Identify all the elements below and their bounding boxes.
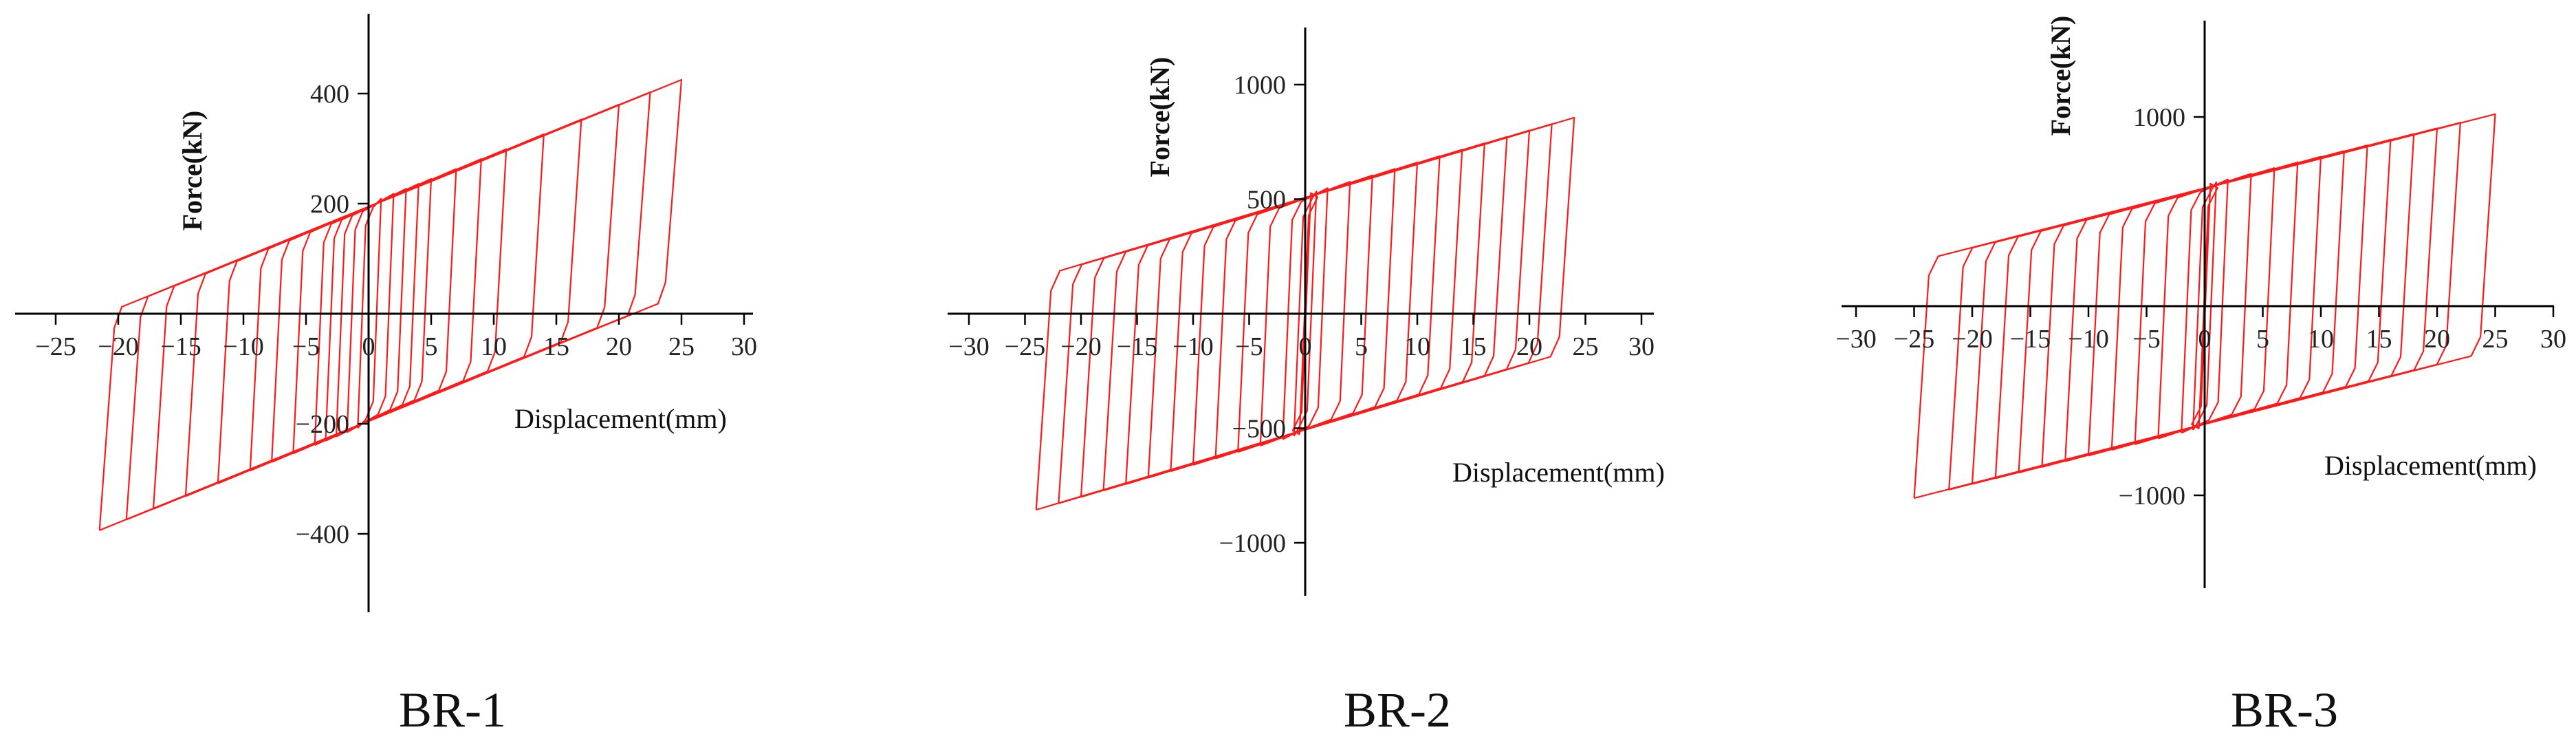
br-1-x-tick-label: −5 — [292, 332, 320, 361]
br-2-x-tick-label: −5 — [1235, 332, 1263, 361]
br-1-x-tick-label: 20 — [606, 332, 632, 361]
br-3-x-tick-label: 30 — [2540, 325, 2566, 354]
br-2-x-axis-title: Displacement(mm) — [1452, 457, 1665, 488]
br-3-x-tick-label: −5 — [2132, 325, 2160, 354]
br-2-x-tick-label: −10 — [1172, 332, 1213, 361]
br-3-x-tick-label: −15 — [2010, 325, 2051, 354]
br-1-y-tick-label: −200 — [296, 410, 349, 439]
br-1-x-axis-title: Displacement(mm) — [514, 403, 727, 434]
br-1-hysteresis-loop — [184, 118, 582, 497]
br-1-hysteresis-loop — [357, 197, 382, 429]
br-3-y-tick-label: −1000 — [2119, 482, 2185, 510]
br-2-x-tick-label: 15 — [1461, 332, 1487, 361]
br-1-y-ticks: −400 −200 200 400 — [296, 80, 369, 549]
br-3-hysteresis-loop — [2157, 173, 2252, 440]
br-1-y-tick-label: 400 — [310, 80, 349, 109]
br-3-hysteresis-loop — [2181, 178, 2229, 434]
br-1-x-tick-label: −15 — [160, 332, 201, 361]
br-1-x-tick-label: 0 — [362, 332, 375, 361]
br-1-x-tick-label: 25 — [668, 332, 695, 361]
br-3-x-tick-label: −25 — [1894, 325, 1934, 354]
br-2-y-tick-label: −500 — [1232, 415, 1286, 444]
br-1-y-axis-title: Force(kN) — [177, 111, 208, 231]
br-2-y-ticks: −1000 −500 500 1000 — [1219, 71, 1305, 558]
panel-br-1: −25 −20 −15 −10 −5 0 5 10 15 20 25 30 −400 −200 200 40… — [15, 14, 757, 737]
br-2-x-tick-label: 10 — [1404, 332, 1430, 361]
br-1-x-tick-label: 10 — [481, 332, 507, 361]
br-2-caption: BR-2 — [1344, 682, 1451, 737]
br-1-hysteresis-loop — [152, 103, 620, 510]
br-3-x-tick-label: 25 — [2482, 325, 2509, 354]
br-3-hysteresis-loop — [2134, 167, 2275, 445]
br-3-hysteresis-loop — [2192, 181, 2217, 431]
br-1-x-tick-label: 30 — [731, 332, 757, 361]
br-2-x-tick-label: −30 — [948, 332, 989, 361]
br-3-x-tick-label: 15 — [2366, 325, 2392, 354]
br-2-x-tick-label: 5 — [1355, 332, 1368, 361]
br-3-x-axis-title: Displacement(mm) — [2324, 450, 2537, 481]
br-3-x-tick-label: 20 — [2424, 325, 2450, 354]
br-2-x-tick-label: 30 — [1628, 332, 1655, 361]
br-2-x-tick-label: 0 — [1299, 332, 1312, 361]
br-3-y-tick-label: 1000 — [2133, 103, 2185, 132]
br-1-caption: BR-1 — [399, 682, 506, 737]
br-1-hysteresis-loop — [346, 193, 395, 433]
br-1-hysteresis-loop — [98, 78, 683, 531]
br-3-x-tick-label: −20 — [1952, 325, 1992, 354]
br-2-x-tick-label: −25 — [1005, 332, 1045, 361]
br-3-x-tick-label: 0 — [2198, 325, 2212, 354]
br-3-hysteresis-loop — [2191, 182, 2218, 430]
br-2-y-tick-label: −1000 — [1219, 529, 1286, 558]
br-1-x-tick-label: −10 — [223, 332, 263, 361]
br-1-hysteresis-loop — [217, 133, 545, 484]
br-2-x-tick-label: 25 — [1573, 332, 1599, 361]
br-3-x-tick-label: −30 — [1835, 325, 1876, 354]
br-1-x-tick-label: 5 — [425, 332, 438, 361]
br-1-y-tick-label: 200 — [310, 190, 349, 219]
br-3-x-tick-label: −10 — [2068, 325, 2108, 354]
br-1-x-ticks: −25 −20 −15 −10 −5 0 5 10 15 20 25 30 — [35, 314, 757, 361]
br-1-x-tick-label: −20 — [98, 332, 138, 361]
br-2-x-tick-label: −15 — [1117, 332, 1157, 361]
br-1-hysteresis-loops — [98, 78, 683, 531]
br-3-y-axis-title: Force(kN) — [2045, 16, 2076, 136]
br-2-y-axis-title: Force(kN) — [1144, 57, 1175, 177]
br-3-hysteresis-loop — [1913, 113, 2496, 499]
br-2-hysteresis-loop — [1291, 192, 1319, 435]
panel-br-3: −30 −25 −20 −15 −10 −5 0 5 10 15 20 25 30 −10001000 … — [1835, 16, 2566, 737]
br-2-y-tick-label: 500 — [1247, 186, 1286, 215]
br-1-x-tick-label: −25 — [35, 332, 76, 361]
br-3-y-ticks: −1000 1000 — [2119, 103, 2205, 510]
br-2-x-tick-label: 20 — [1516, 332, 1542, 361]
br-1-hysteresis-loop — [314, 177, 433, 446]
br-1-hysteresis-loop — [249, 148, 507, 472]
br-2-hysteresis-loops — [1035, 116, 1575, 511]
br-2-hysteresis-loop — [1035, 116, 1575, 511]
br-2-x-ticks: −30 −25 −20 −15 −10 −5 0 5 10 15 20 25 30 — [948, 314, 1655, 361]
br-3-caption: BR-3 — [2231, 682, 2338, 737]
br-1-hysteresis-loop — [335, 188, 407, 438]
panel-br-2: −30 −25 −20 −15 −10 −5 0 5 10 15 20 25 30 −1000 −500 5… — [948, 28, 1665, 737]
br-2-x-tick-label: −20 — [1060, 332, 1101, 361]
br-3-x-tick-label: 10 — [2308, 325, 2334, 354]
br-2-hysteresis-loop — [1282, 187, 1329, 440]
br-1-x-tick-label: 15 — [543, 332, 569, 361]
br-2-hysteresis-loop — [1259, 181, 1351, 446]
br-3-hysteresis-loops — [1913, 113, 2496, 499]
br-2-y-tick-label: 1000 — [1234, 71, 1286, 100]
br-3-x-tick-label: 5 — [2256, 325, 2269, 354]
br-3-x-ticks: −30 −25 −20 −15 −10 −5 0 5 10 15 20 25 30 — [1835, 306, 2566, 354]
br-1-y-tick-label: −400 — [296, 520, 349, 549]
